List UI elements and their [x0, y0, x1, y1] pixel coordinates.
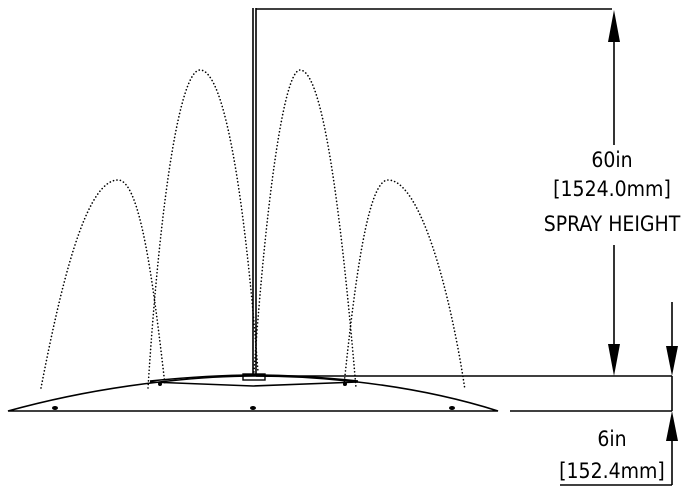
extension-lines [256, 8, 673, 412]
spray-height-metric: [1524.0mm] [553, 177, 671, 201]
base-height-dimension: 6in [152.4mm] [559, 302, 678, 486]
center-nozzle [242, 8, 266, 381]
spray-arcs [40, 69, 466, 391]
spray-arc-outer-right [343, 179, 466, 391]
spray-arc-inner-right [253, 69, 357, 389]
spray-height-caption: SPRAY HEIGHT [544, 212, 681, 236]
spray-arc-inner-left [147, 69, 259, 389]
spray-height-dimension: 60in [1524.0mm] SPRAY HEIGHT [544, 10, 681, 376]
spray-arc-outer-left [40, 179, 166, 389]
spray-height-value: 60in [591, 148, 632, 172]
base-height-metric: [152.4mm] [559, 459, 665, 483]
fountain-base [7, 374, 499, 412]
base-height-value: 6in [597, 427, 626, 451]
